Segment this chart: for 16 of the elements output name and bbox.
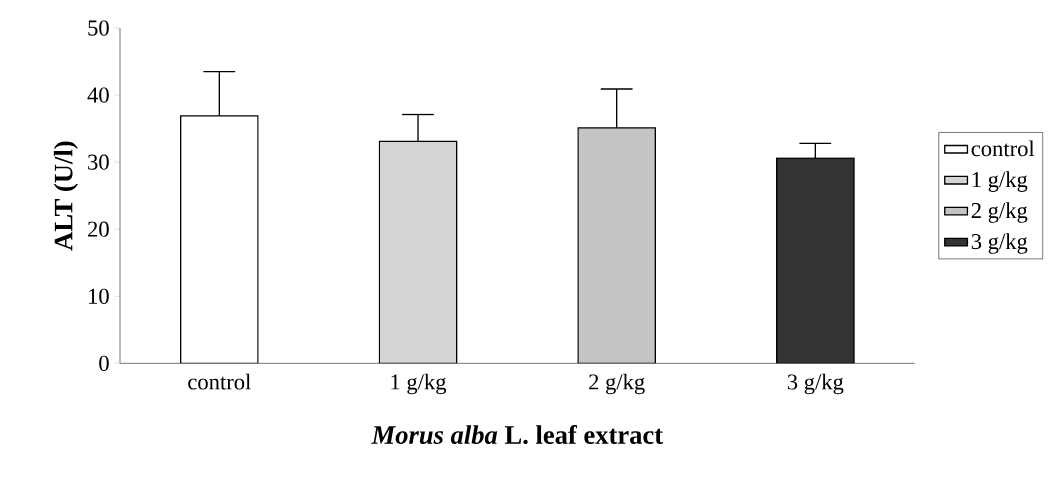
y-tick-label: 20	[88, 221, 109, 237]
legend-label: 2 g/kg	[971, 202, 1028, 223]
x-tick-label: control	[188, 373, 251, 390]
x-tick-label: 2 g/kg	[589, 373, 645, 395]
legend-label: 3 g/kg	[971, 233, 1028, 254]
y-tick-label: 30	[88, 154, 109, 170]
y-axis-title: ALT (U/l)	[53, 141, 78, 251]
y-tick-label: 10	[89, 288, 109, 304]
y-tick-label: 50	[88, 20, 109, 36]
y-tick-label: 40	[87, 87, 109, 103]
x-axis-title: Morus alba L. leaf extract	[371, 424, 663, 445]
x-tick-label: 1 g/kg	[391, 373, 447, 395]
x-tick-label: 3 g/kg	[787, 373, 844, 395]
legend-label: control	[971, 140, 1035, 157]
legend-label: 1 g/kg	[972, 171, 1028, 192]
y-tick-label: 0	[99, 355, 109, 371]
